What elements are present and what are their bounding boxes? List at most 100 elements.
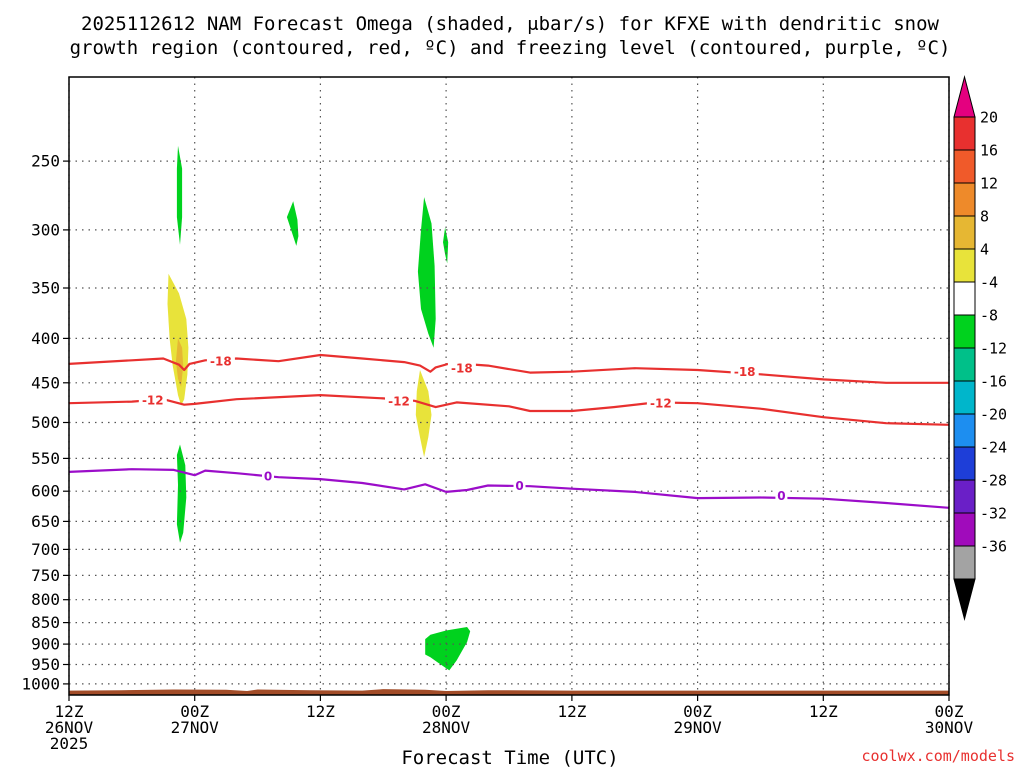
contour-label-minus-12-0: -12 [142,394,164,408]
contour-label-zero-0: 0 [264,469,272,483]
colorbar-label-5: 4 [980,241,989,259]
y-tick-label-850: 850 [31,613,60,632]
colorbar-bin-7 [953,314,976,349]
colorbar-bin-11 [953,446,976,481]
y-tick-label-700: 700 [31,540,60,559]
y-tick-label-550: 550 [31,449,60,468]
x-axis-label: Forecast Time (UTC) [401,747,618,768]
x-tick-label-60-1: 00Z [683,702,712,721]
y-tick-label-300: 300 [31,220,60,239]
contour-label-bg-zero-0 [262,468,274,483]
colorbar-bin-1 [953,116,976,151]
chart-title-line1: 2025112612 NAM Forecast Omega (shaded, μ… [81,13,939,35]
omega-area-9 [425,627,471,671]
x-tick-label-0-1: 12Z [55,702,84,721]
x-tick-label-36-1: 00Z [432,702,461,721]
x-tick-label-72-1: 12Z [809,702,838,721]
contour-line-zero [68,468,950,509]
x-tick-label-12-1: 00Z [180,702,209,721]
omega-area-5 [286,201,299,246]
contour-label-zero-2: 0 [777,489,785,503]
x-tick-label-60-2: 29NOV [674,718,723,737]
contour-label-bg-minus-18-2 [730,364,759,379]
contour-label-bg-minus-18-0 [206,354,235,369]
colorbar-label-12: -28 [980,472,1007,490]
terrain-fill [69,689,949,695]
contour-label-minus-18-2: -18 [734,365,756,379]
y-tick-label-800: 800 [31,590,60,609]
omega-area-6 [417,197,436,348]
colorbar-bin-3 [953,182,976,217]
colorbar-label-9: -16 [980,373,1007,391]
colorbar-top-arrow [953,75,976,118]
omega-area-7 [443,227,449,264]
x-tick-label-12-2: 27NOV [171,718,220,737]
contour-label-bg-minus-12-2 [646,396,675,411]
x-tick-label-84-1: 00Z [935,702,964,721]
omega-area-8 [176,444,187,543]
contour-label-minus-12-1: -12 [388,394,410,408]
contour-line-minus-18 [68,353,949,384]
y-tick-label-600: 600 [31,482,60,501]
colorbar-label-4: 8 [980,208,989,226]
contour-line-minus-12 [68,394,950,426]
omega-shading-layer [167,145,471,671]
y-tick-label-1000: 1000 [21,674,60,693]
contour-label-minus-12-2: -12 [650,397,672,411]
y-axis: 250 300 350 400 450 500 550 600 650 700 750 800 850 9… [21,152,69,693]
colorbar-label-2: 16 [980,142,998,160]
contour-label-zero-1: 0 [515,479,523,493]
y-tick-label-500: 500 [31,413,60,432]
y-tick-label-400: 400 [31,329,60,348]
x-tick-label-24-1: 12Z [306,702,335,721]
colorbar-bin-6 [953,281,976,316]
contour-label-bg-minus-12-1 [385,393,413,408]
omega-area-2 [175,338,184,387]
x-tick-label-48-1: 12Z [557,702,586,721]
colorbar-label-13: -32 [980,505,1007,523]
colorbar-label-8: -12 [980,340,1007,358]
contour-label-minus-18-1: -18 [451,362,473,376]
y-tick-label-950: 950 [31,655,60,674]
colorbar-bottom-arrow [953,578,976,621]
colorbar-label-1: 20 [980,109,998,127]
colorbar-bin-14 [953,545,976,580]
colorbar: 20 16 12 8 4 -4 -8 -12 -16 -20 -24 -28 -32 -36 [953,75,1007,621]
y-tick-label-450: 450 [31,373,60,392]
colorbar-bin-9 [953,380,976,415]
y-tick-label-750: 750 [31,566,60,585]
y-tick-label-650: 650 [31,512,60,531]
colorbar-label-7: -8 [980,307,998,325]
colorbar-label-10: -20 [980,406,1007,424]
colorbar-bin-10 [953,413,976,448]
omega-area-3 [415,370,432,458]
credit-text: coolwx.com/models [861,747,1015,765]
contour-label-bg-zero-1 [513,478,526,493]
colorbar-bin-12 [953,479,976,514]
y-tick-label-350: 350 [31,279,60,298]
colorbar-bin-5 [953,248,976,283]
x-tick-label-84-2: 30NOV [925,718,974,737]
terrain-layer [69,689,949,695]
x-tick-label-0-2: 26NOV [45,718,94,737]
colorbar-bin-4 [953,215,976,250]
contour-label-bg-minus-18-1 [447,361,476,376]
chart-title-line2: growth region (contoured, red, ºC) and f… [70,37,951,59]
x-tick-label-0-3: 2025 [50,734,89,753]
colorbar-label-14: -36 [980,538,1007,556]
plot-frame [68,76,950,696]
colorbar-bin-13 [953,512,976,547]
grid-layer [68,77,950,695]
x-tick-label-36-2: 28NOV [422,718,471,737]
colorbar-label-11: -24 [980,439,1007,457]
contour-label-bg-minus-12-0 [138,393,167,407]
colorbar-bin-8 [953,347,976,382]
contour-layer: -18 -18 -18 -12 -12 -12 0 0 0 [68,353,950,509]
omega-area-4 [176,145,183,245]
y-tick-label-900: 900 [31,635,60,654]
y-tick-label-250: 250 [31,152,60,171]
contour-label-minus-18-0: -18 [210,355,232,369]
colorbar-label-6: -4 [980,274,998,292]
